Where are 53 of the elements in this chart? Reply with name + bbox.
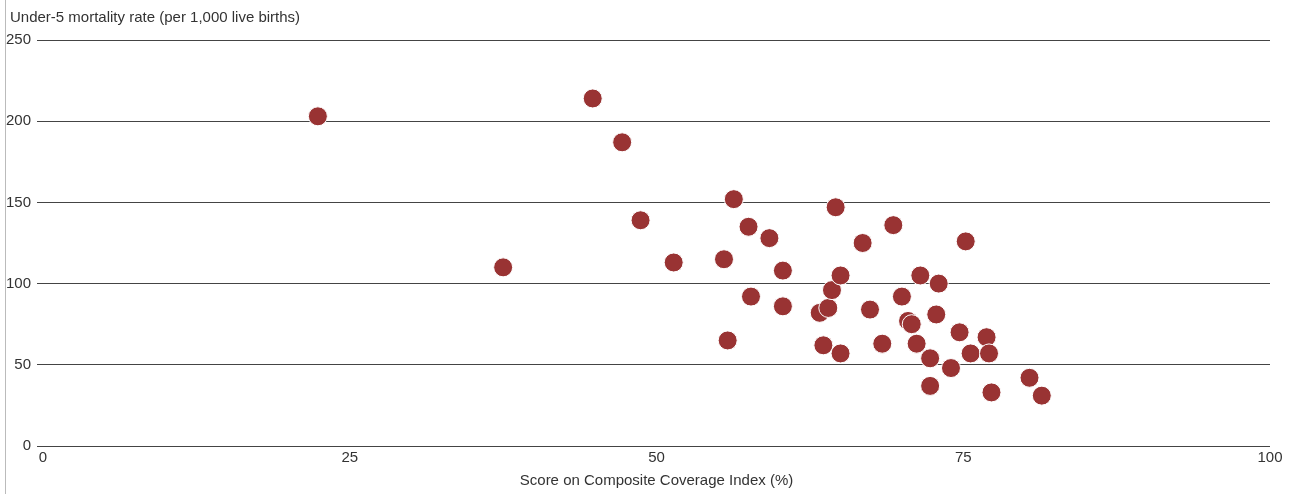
y-axis-title: Under-5 mortality rate (per 1,000 live births) xyxy=(10,8,301,25)
y-tick-label: 0 xyxy=(22,436,32,454)
x-tick-label: 100 xyxy=(1257,448,1283,466)
point xyxy=(928,273,949,294)
x-tick-label: 50 xyxy=(648,448,665,466)
point xyxy=(960,343,981,364)
point xyxy=(818,297,839,318)
y-tick-label: 200 xyxy=(6,111,32,129)
point xyxy=(891,286,912,307)
point xyxy=(717,330,738,351)
x-tick-label: 75 xyxy=(954,448,972,466)
point xyxy=(723,189,744,210)
y-tick-label: 150 xyxy=(6,192,32,210)
y-tick-label: 100 xyxy=(6,273,32,291)
point xyxy=(830,343,851,364)
point xyxy=(1019,367,1040,388)
point xyxy=(1031,385,1052,406)
point xyxy=(981,382,1002,403)
x-tick-label: 25 xyxy=(341,448,359,466)
y-tick-label: 250 xyxy=(6,30,32,48)
point xyxy=(979,343,1000,364)
point xyxy=(663,252,684,273)
point xyxy=(740,286,761,307)
point xyxy=(772,260,793,281)
point xyxy=(772,296,793,317)
point xyxy=(759,228,780,249)
point xyxy=(821,280,842,301)
point xyxy=(940,358,961,379)
point xyxy=(949,322,970,343)
x-tick-label: 0 xyxy=(38,448,48,466)
point xyxy=(883,215,904,236)
point xyxy=(813,335,834,356)
point xyxy=(926,304,947,325)
point xyxy=(830,265,851,286)
point xyxy=(825,197,846,218)
point xyxy=(955,231,976,252)
point xyxy=(714,249,734,270)
point xyxy=(906,333,927,354)
point xyxy=(307,106,328,127)
point xyxy=(872,333,893,354)
point xyxy=(852,233,873,253)
point xyxy=(582,88,603,109)
point xyxy=(630,210,651,231)
x-axis-title: Score on Composite Coverage Index (%) xyxy=(519,471,794,489)
point xyxy=(976,327,997,348)
y-tick-label: 50 xyxy=(14,354,32,372)
point xyxy=(493,257,514,278)
point xyxy=(860,299,881,320)
point xyxy=(612,132,633,153)
point xyxy=(920,348,941,369)
point xyxy=(910,265,931,286)
point xyxy=(920,375,941,396)
point xyxy=(738,216,759,237)
